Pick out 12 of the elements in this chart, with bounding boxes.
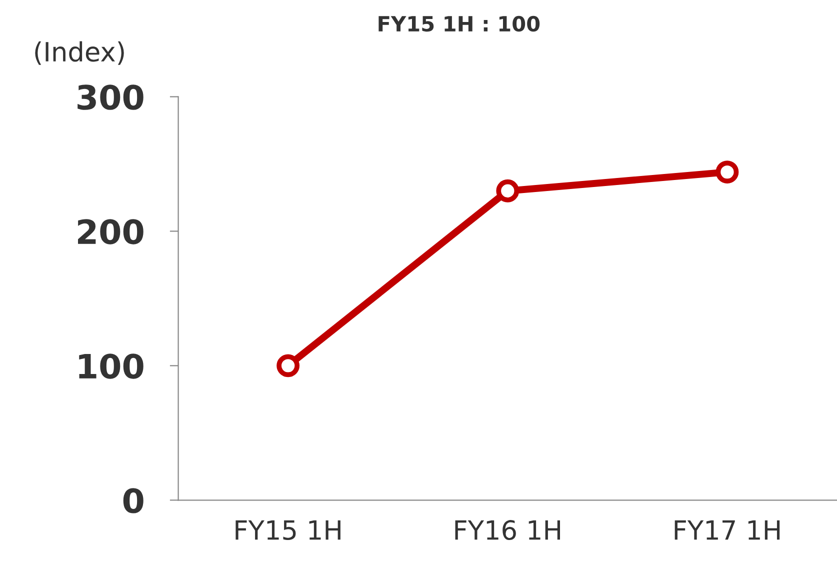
y-tick-label: 300 <box>78 84 144 110</box>
x-tick-label: FY16 1H <box>455 520 560 540</box>
y-tick-label: 200 <box>78 219 144 244</box>
x-tick-label: FY17 1H <box>674 520 780 540</box>
text: (Index) <box>35 41 124 65</box>
chart-subtitle: FY15 1H : 100 <box>378 16 540 32</box>
y-tick-label: 0 <box>123 488 144 514</box>
point <box>276 354 300 378</box>
point <box>496 179 520 202</box>
y-tick-label: 100 <box>79 354 144 379</box>
x-tick-label: FY15 1H <box>236 520 340 540</box>
point <box>716 160 739 184</box>
